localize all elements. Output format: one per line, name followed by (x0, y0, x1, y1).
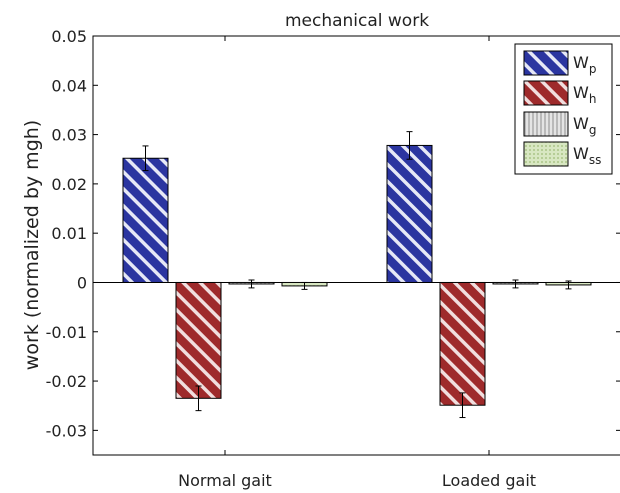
bar-Wh-0 (175, 281, 222, 399)
x-axis: Normal gait Loaded gait (178, 36, 536, 490)
plot-area (92, 35, 620, 456)
y-tick-label: 0.04 (51, 76, 87, 95)
bars (122, 144, 592, 406)
bar-Wp-0 (122, 157, 169, 283)
y-tick-label: 0.01 (51, 224, 87, 243)
bar-Wp-1 (386, 144, 433, 283)
legend-label-wss: Wss (573, 144, 601, 167)
y-axis-label: work (normalized by mgh) (21, 120, 43, 370)
y-tick-label: 0.05 (51, 27, 87, 46)
legend: Wp Wh Wg Wss (514, 43, 613, 175)
legend-label-wg: Wg (573, 114, 596, 137)
y-axis: 0.05 0.04 0.03 0.02 0.01 0 -0.01 -0.02 -0.03 (46, 27, 620, 440)
legend-swatch-wh (523, 80, 569, 106)
legend-swatch-wss (523, 141, 569, 167)
error-bars (142, 131, 572, 419)
y-tick-label: -0.02 (46, 372, 87, 391)
legend-label-wh: Wh (573, 83, 596, 106)
legend-swatch-wg (523, 111, 569, 137)
chart-title: mechanical work (285, 11, 429, 31)
y-tick-label: 0 (77, 273, 87, 292)
bar-Wh-1 (439, 281, 486, 406)
y-tick-label: 0.03 (51, 126, 87, 145)
x-tick-label: Loaded gait (442, 471, 536, 490)
y-tick-label: 0.02 (51, 175, 87, 194)
y-tick-label: -0.03 (46, 421, 87, 440)
legend-swatch-wp (523, 50, 569, 76)
x-tick-label: Normal gait (178, 471, 272, 490)
y-tick-label: -0.01 (46, 323, 87, 342)
legend-label-wp: Wp (573, 53, 596, 76)
